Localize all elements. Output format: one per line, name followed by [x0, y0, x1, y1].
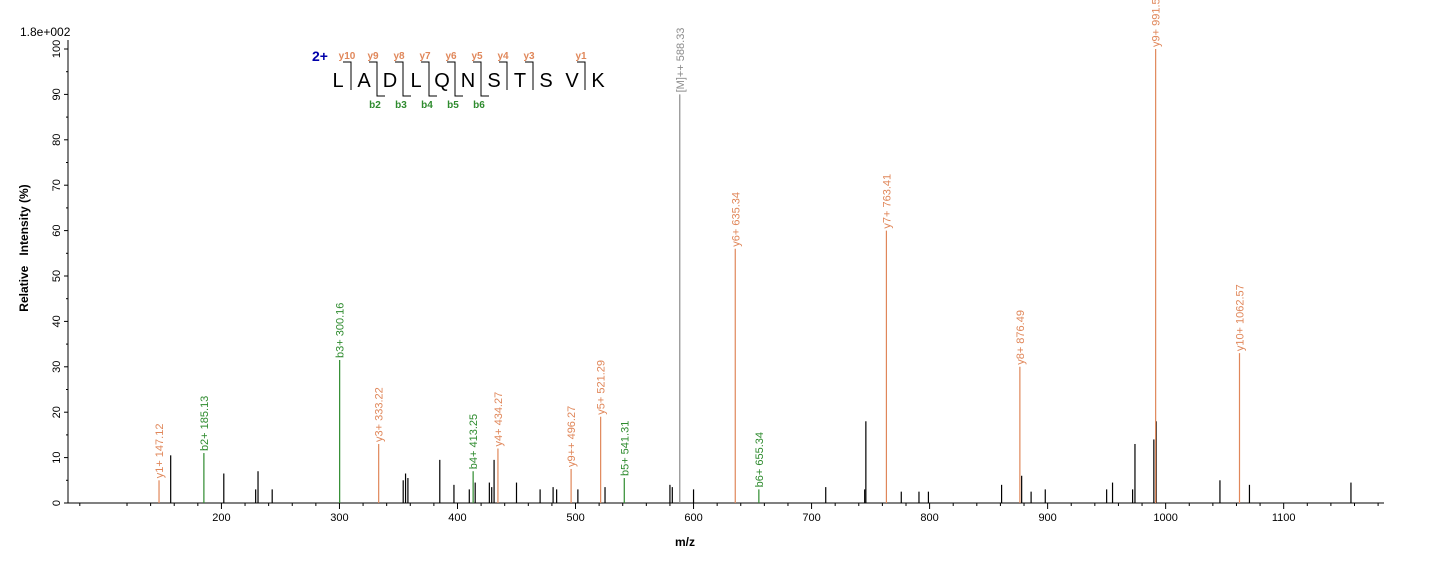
y-fragment-bracket — [499, 61, 508, 90]
x-tick-label: 800 — [920, 512, 938, 524]
b-fragment-bracket — [376, 70, 385, 97]
x-tick-label: 700 — [802, 512, 820, 524]
charge-state: 2+ — [312, 48, 328, 64]
peak-label: y8+ 876.49 — [1015, 310, 1027, 365]
peak-label: b2+ 185.13 — [199, 396, 211, 451]
peak-label: [M]++ 588.33 — [675, 28, 687, 93]
y-fragment-bracket — [525, 61, 534, 90]
b-fragment-label: b3 — [395, 100, 407, 111]
peak-label: y9+ 991.52 — [1151, 0, 1163, 47]
peak-label: b4+ 413.25 — [468, 414, 480, 469]
x-axis-ticks: 200 300 400 500 600 700 800 900 1000 1100 — [79, 503, 1379, 524]
y-tick-label: 40 — [51, 315, 63, 327]
x-tick-label: 1100 — [1272, 512, 1296, 524]
x-tick-label: 200 — [212, 512, 230, 524]
peak-label: y6+ 635.34 — [730, 192, 742, 247]
peaks-layer — [158, 49, 1352, 503]
b-fragment-bracket — [428, 70, 437, 97]
sequence-residue: Q — [434, 70, 450, 92]
y-fragment-label: y4 — [497, 51, 509, 62]
y-fragment-label: y9 — [367, 51, 379, 62]
peak-label: b5+ 541.31 — [619, 421, 631, 476]
y-tick-label: 90 — [51, 88, 63, 100]
b-fragment-label: b5 — [447, 100, 459, 111]
sequence-residue: L — [332, 70, 343, 92]
y-fragment-label: y7 — [419, 51, 431, 62]
peak-label: y3+ 333.22 — [374, 387, 386, 442]
y-tick-label: 60 — [51, 224, 63, 236]
y-tick-label: 0 — [51, 500, 63, 506]
peak-label: b6+ 655.34 — [754, 432, 766, 487]
y-axis-title: Relative Intensity (%) — [17, 184, 31, 311]
y-tick-label: 20 — [51, 406, 63, 418]
b-fragment-bracket — [402, 70, 411, 97]
x-tick-label: 1000 — [1153, 512, 1177, 524]
sequence-residue: L — [410, 70, 421, 92]
y-fragment-bracket — [421, 61, 430, 90]
b-fragment-bracket — [480, 70, 489, 97]
sequence-residue: K — [591, 70, 605, 92]
y-tick-label: 10 — [51, 451, 63, 463]
y-tick-label: 70 — [51, 179, 63, 191]
y-tick-label: 80 — [51, 134, 63, 146]
y-fragment-label: y10 — [339, 51, 356, 62]
y-fragment-label: y5 — [471, 51, 483, 62]
peak-label: y9++ 496.27 — [566, 406, 578, 467]
y-fragment-bracket — [577, 61, 586, 90]
y-fragment-bracket — [343, 61, 352, 90]
y-fragment-label: y3 — [523, 51, 535, 62]
sequence-residue: S — [487, 70, 500, 92]
x-tick-label: 900 — [1038, 512, 1056, 524]
x-tick-label: 600 — [684, 512, 702, 524]
peak-labels-layer: y1+ 147.12 b2+ 185.13 b3+ 300.16 y3+ 333.22… — [154, 0, 1246, 487]
peak-label: y10+ 1062.57 — [1234, 284, 1246, 351]
sequence-residue: D — [383, 70, 397, 92]
y-fragment-label: y6 — [445, 51, 457, 62]
b-fragment-label: b4 — [421, 100, 433, 111]
y-tick-label: 50 — [51, 270, 63, 282]
y-axis-ticks: 0 10 20 30 40 50 60 70 80 90 100 — [51, 40, 68, 506]
x-tick-label: 500 — [566, 512, 584, 524]
x-tick-label: 400 — [448, 512, 466, 524]
y-tick-label: 100 — [51, 40, 63, 58]
b-fragment-label: b6 — [473, 100, 485, 111]
sequence-residue: T — [514, 70, 526, 92]
peak-label: y5+ 521.29 — [596, 360, 608, 415]
b-fragment-label: b2 — [369, 100, 381, 111]
peak-label: y1+ 147.12 — [154, 424, 166, 479]
intensity-scale: 1.8e+002 — [20, 25, 71, 39]
y-tick-label: 30 — [51, 361, 63, 373]
x-tick-label: 300 — [330, 512, 348, 524]
x-axis-title: m/z — [675, 535, 695, 549]
sequence-residue: N — [461, 70, 475, 92]
b-fragment-bracket — [454, 70, 463, 97]
peak-label: b3+ 300.16 — [335, 303, 347, 358]
peak-label: y7+ 763.41 — [881, 174, 893, 229]
y-fragment-label: y1 — [575, 51, 587, 62]
sequence-residue: A — [357, 70, 371, 92]
sequence-residue: S — [539, 70, 552, 92]
y-fragment-label: y8 — [393, 51, 405, 62]
sequence-residue: V — [565, 70, 579, 92]
peak-label: y4+ 434.27 — [493, 392, 505, 447]
